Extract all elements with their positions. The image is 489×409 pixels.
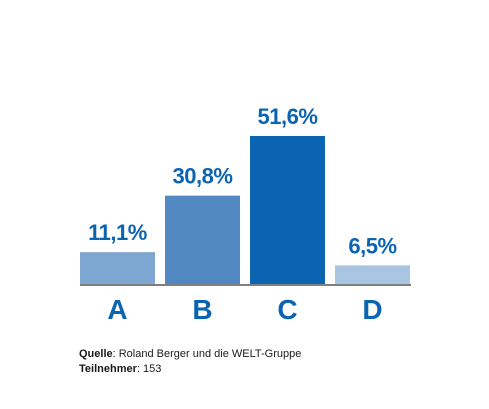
bar-a (80, 252, 155, 284)
category-labels-group: A B C D (107, 294, 382, 325)
bars-group (80, 136, 410, 284)
bar-b (165, 195, 240, 284)
participants-line: Teilnehmer: 153 (79, 362, 301, 377)
category-label-a: A (107, 294, 127, 325)
value-label-d: 6,5% (348, 233, 396, 258)
bar-d (335, 265, 410, 284)
bar-c (250, 136, 325, 284)
value-labels-group: 11,1% 30,8% 51,6% 6,5% (88, 104, 397, 258)
participants-label: Teilnehmer (79, 363, 137, 375)
category-label-b: B (192, 294, 212, 325)
source-note: Quelle: Roland Berger und die WELT-Grupp… (79, 347, 301, 377)
source-text: : Roland Berger und die WELT-Gruppe (112, 348, 302, 360)
value-label-a: 11,1% (88, 220, 147, 245)
participants-text: : 153 (136, 363, 162, 375)
value-label-b: 30,8% (173, 164, 233, 189)
category-label-d: D (362, 294, 382, 325)
category-label-c: C (277, 294, 297, 325)
source-line: Quelle: Roland Berger und die WELT-Grupp… (79, 347, 301, 362)
source-label: Quelle (79, 348, 113, 360)
value-label-c: 51,6% (258, 104, 318, 129)
